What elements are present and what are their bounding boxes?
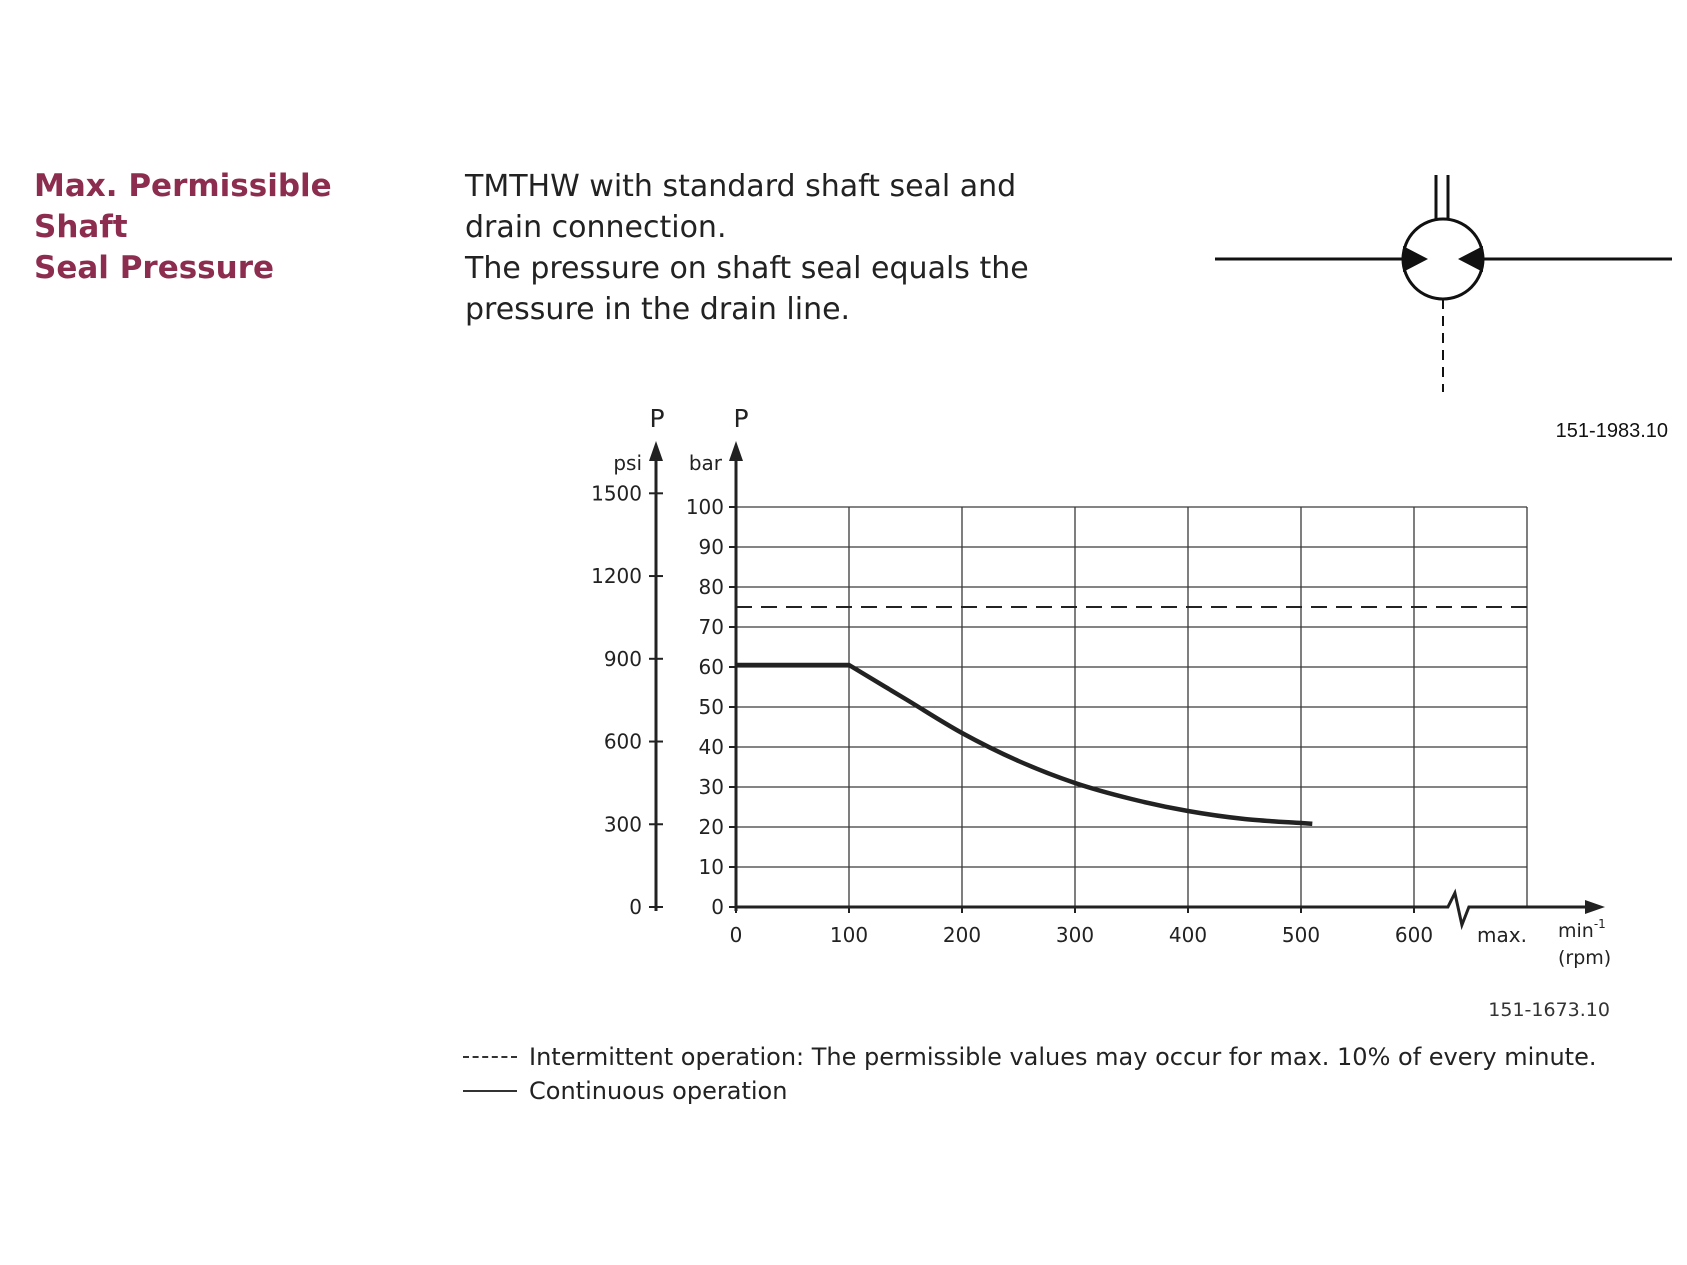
- symbol-code: 151-1983.10: [1555, 420, 1668, 442]
- bar-tick-label-20: 20: [699, 815, 724, 839]
- heading-line-2: Seal Pressure: [34, 250, 275, 286]
- x-tick-label-0: 0: [730, 923, 743, 947]
- bar-tick-label-70: 70: [699, 615, 724, 639]
- bar-axis-arrow: [729, 441, 743, 461]
- x-unit-label: min-1: [1558, 917, 1606, 942]
- chart-series: [736, 606, 1527, 827]
- x-tick-label-500: 500: [1282, 923, 1320, 947]
- intro-line-2: drain connection.: [465, 210, 727, 245]
- legend-solid-swatch: [463, 1090, 517, 1092]
- chart-axes: [649, 441, 1605, 931]
- x-tick-label-100: 100: [830, 923, 868, 947]
- bar-tick-label-50: 50: [699, 695, 724, 719]
- bar-tick-label-60: 60: [699, 655, 724, 679]
- bar-tick-label-90: 90: [699, 535, 724, 559]
- hydraulic-motor-symbol: [1215, 175, 1672, 392]
- legend-continuous-label: Continuous operation: [529, 1077, 788, 1105]
- x-axis-line: [736, 888, 1587, 931]
- psi-tick-label-1500: 1500: [591, 481, 642, 505]
- chart-grid: [736, 506, 1528, 907]
- x-tick-label-400: 400: [1169, 923, 1207, 947]
- bar-tick-label-30: 30: [699, 775, 724, 799]
- bar-axis-symbol: P: [733, 404, 748, 433]
- bar-unit-label: bar: [689, 451, 723, 475]
- psi-tick-label-900: 900: [604, 647, 642, 671]
- x-max-label: max.: [1477, 923, 1527, 947]
- intro-line-4: pressure in the drain line.: [465, 292, 851, 327]
- intro-line-3: The pressure on shaft seal equals the: [465, 251, 1029, 286]
- chart-legend: Intermittent operation: The permissible …: [463, 1040, 1596, 1108]
- psi-unit-label: psi: [613, 451, 642, 475]
- psi-tick-label-600: 600: [604, 730, 642, 754]
- bar-tick-label-0: 0: [711, 895, 724, 919]
- bar-tick-label-100: 100: [686, 495, 724, 519]
- legend-item-continuous: Continuous operation: [463, 1074, 1596, 1108]
- intro-line-1: TMTHW with standard shaft seal and: [465, 169, 1017, 204]
- legend-dashed-swatch: [463, 1056, 517, 1058]
- intro-text: TMTHW with standard shaft seal and drain…: [465, 166, 1105, 330]
- legend-item-intermittent: Intermittent operation: The permissible …: [463, 1040, 1596, 1074]
- psi-tick-label-0: 0: [629, 895, 642, 919]
- x-tick-label-200: 200: [943, 923, 981, 947]
- psi-axis-arrow: [649, 441, 663, 461]
- heading-line-1: Max. Permissible Shaft: [34, 168, 332, 245]
- psi-axis-symbol: P: [649, 404, 664, 433]
- x-tick-label-600: 600: [1395, 923, 1433, 947]
- page-heading: Max. Permissible Shaft Seal Pressure: [34, 166, 434, 289]
- x-unit-exponent: -1: [1594, 917, 1606, 931]
- legend-intermittent-label: Intermittent operation: The permissible …: [529, 1043, 1597, 1071]
- bar-tick-label-80: 80: [699, 575, 724, 599]
- shaft-seal-pressure-chart: 0 10 20 30 40 50 60 70 80 90 100 0 300 600 900 1200 1500…: [591, 404, 1611, 969]
- psi-tick-label-1200: 1200: [591, 564, 642, 588]
- chart-labels: 0 10 20 30 40 50 60 70 80 90 100 0 300 600 900 1200 1500…: [591, 404, 1611, 969]
- bar-tick-label-40: 40: [699, 735, 724, 759]
- series-continuous-line: [736, 662, 1313, 827]
- symbol-flow-triangle-left: [1403, 246, 1428, 272]
- bar-tick-label-10: 10: [699, 855, 724, 879]
- chart-code: 151-1673.10: [1488, 999, 1610, 1021]
- x-tick-label-300: 300: [1056, 923, 1094, 947]
- symbol-flow-triangle-right: [1458, 246, 1483, 272]
- x-unit-alt-label: (rpm): [1558, 947, 1611, 969]
- psi-tick-label-300: 300: [604, 812, 642, 836]
- x-axis-arrow: [1585, 900, 1605, 914]
